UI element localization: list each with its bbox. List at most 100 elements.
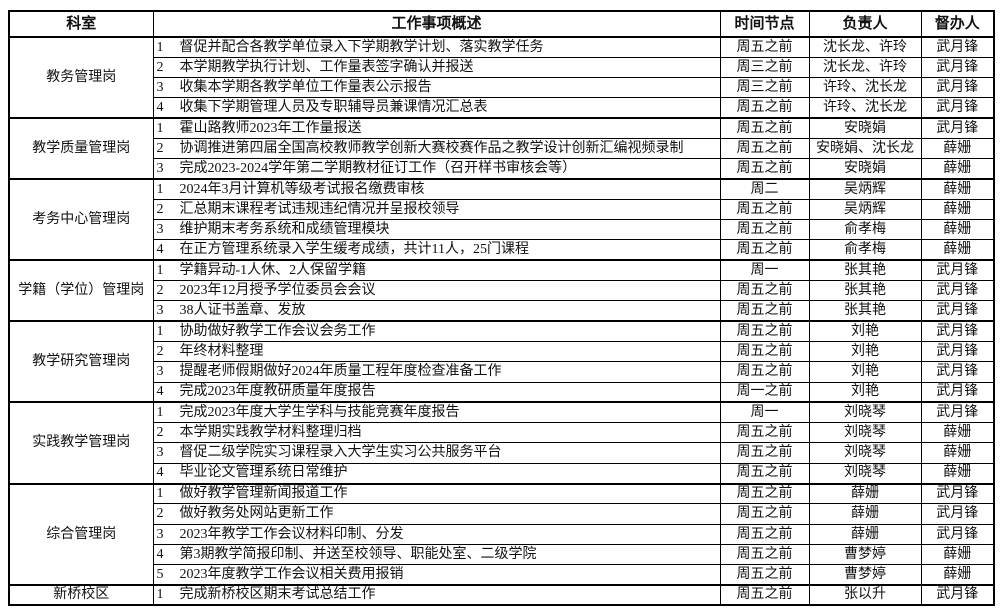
task-deadline: 周五之前 <box>719 584 810 606</box>
task-desc-cell: 4 第3期教学简报印制、并送至校领导、职能处室、二级学院 <box>152 543 721 566</box>
task-desc: 完成2023年度大学生学科与技能竞赛年度报告 <box>179 405 460 421</box>
task-supervisor: 武月锋 <box>920 117 995 139</box>
table-row: 教学质量管理岗 1 霍山路教师2023年工作量报送 周五之前 安晓娟 武月锋 <box>8 117 995 180</box>
task-deadline: 周五之前 <box>719 35 810 58</box>
table-row: 3 维护期末考务系统和成绩管理模块 周五之前 俞孝梅 薛姗 <box>9 219 995 241</box>
table-body: 教务管理岗 1 督促并配合各教学单位录入下学期教学计划、落实教学任务 周五之前 沈长龙、… <box>8 35 995 606</box>
task-number: 1 <box>156 39 164 55</box>
table-row: 2 汇总期末课程考试违规违纪情况并呈报校领导 周五之前 吴炳辉 薛姗 <box>9 198 995 221</box>
task-owner: 刘艳 <box>808 340 922 363</box>
task-desc: 收集本学期各教学单位工作量表公示报告 <box>179 80 432 96</box>
table-row: 5 2023年度教学工作会议相关费用报销 周五之前 曹梦婷 薛姗 <box>9 564 995 586</box>
task-owner: 张其艳 <box>808 280 922 302</box>
task-number: 3 <box>156 222 164 238</box>
task-deadline: 周五之前 <box>719 442 810 464</box>
task-deadline: 周五之前 <box>719 158 810 180</box>
task-number: 1 <box>156 486 164 502</box>
task-desc-cell: 2 本学期教学执行计划、工作量表签字确认并报送 <box>152 56 721 79</box>
department-cell: 教学研究管理岗 <box>8 320 154 403</box>
task-desc-cell: 2 2023年12月授予学位委员会会议 <box>152 280 721 302</box>
task-desc: 学籍异动-1人休、2人保留学籍 <box>179 262 367 278</box>
task-number: 2 <box>156 506 164 522</box>
task-desc: 收集下学期管理人员及专职辅导员兼课情况汇总表 <box>179 100 488 116</box>
task-desc-cell: 1 学籍异动-1人休、2人保留学籍 <box>152 259 721 282</box>
department-cell: 综合管理岗 <box>8 482 154 586</box>
task-deadline: 周三之前 <box>719 56 810 79</box>
task-desc: 督促并配合各教学单位录入下学期教学计划、落实教学任务 <box>179 39 544 55</box>
task-desc: 提醒老师假期做好2024年质量工程年度检查准备工作 <box>179 364 502 380</box>
task-supervisor: 薛姗 <box>920 462 995 485</box>
task-owner: 薛姗 <box>808 503 922 525</box>
task-number: 2 <box>156 59 164 75</box>
task-desc: 本学期教学执行计划、工作量表签字确认并报送 <box>179 59 474 75</box>
task-desc-cell: 1 督促并配合各教学单位录入下学期教学计划、落实教学任务 <box>152 35 721 58</box>
task-deadline: 周五之前 <box>719 340 810 363</box>
task-deadline: 周五之前 <box>719 503 810 525</box>
task-desc-cell: 4 完成2023年度教研质量年度报告 <box>152 381 721 403</box>
task-deadline: 周五之前 <box>719 219 810 241</box>
task-deadline: 周五之前 <box>719 462 810 485</box>
task-supervisor: 武月锋 <box>920 320 995 342</box>
table-row: 4 收集下学期管理人员及专职辅导员兼课情况汇总表 周五之前 许玲、沈长龙 武月锋 <box>9 97 995 119</box>
task-desc: 第3期教学简报印制、并送至校领导、职能处室、二级学院 <box>179 546 537 562</box>
task-desc-cell: 3 维护期末考务系统和成绩管理模块 <box>152 219 721 241</box>
task-desc-cell: 3 2023年教学工作会议材料印制、分发 <box>152 523 721 545</box>
task-desc-cell: 1 霍山路教师2023年工作量报送 <box>152 117 721 139</box>
task-supervisor: 武月锋 <box>920 259 995 282</box>
table-row: 教务管理岗 1 督促并配合各教学单位录入下学期教学计划、落实教学任务 周五之前 沈长龙、… <box>8 35 995 119</box>
task-deadline: 周五之前 <box>719 280 810 302</box>
task-desc-cell: 1 做好教学管理新闻报道工作 <box>152 482 721 505</box>
task-supervisor: 薛姗 <box>920 219 995 241</box>
task-desc: 2023年度教学工作会议相关费用报销 <box>179 566 404 582</box>
department-cell: 实践教学管理岗 <box>8 401 154 485</box>
task-supervisor: 武月锋 <box>920 361 995 383</box>
task-supervisor: 武月锋 <box>920 97 995 119</box>
header-row: 科室 工作事项概述 时间节点 负责人 督办人 <box>8 10 995 38</box>
task-number: 4 <box>156 384 164 400</box>
task-deadline: 周五之前 <box>719 361 810 383</box>
task-desc-cell: 2 年终材料整理 <box>152 340 721 363</box>
task-number: 3 <box>156 303 164 319</box>
task-deadline: 周五之前 <box>719 482 810 505</box>
table-row: 4 在正方管理系统录入学生缓考成绩，共计11人，25门课程 周五之前 俞孝梅 薛姗 <box>9 239 995 261</box>
task-number: 1 <box>156 405 164 421</box>
task-owner: 薛姗 <box>808 523 922 545</box>
table-row: 2 做好教务处网站更新工作 周五之前 薛姗 武月锋 <box>9 503 995 525</box>
task-desc: 做好教务处网站更新工作 <box>179 506 334 522</box>
table-row: 3 提醒老师假期做好2024年质量工程年度检查准备工作 周五之前 刘艳 武月锋 <box>9 361 995 383</box>
task-deadline: 周五之前 <box>719 320 810 342</box>
task-desc: 年终材料整理 <box>179 343 264 359</box>
table-row: 3 38人证书盖章、发放 周五之前 张其艳 武月锋 <box>9 300 995 322</box>
task-desc-cell: 3 督促二级学院实习课程录入大学生实习公共服务平台 <box>152 442 721 464</box>
task-deadline: 周五之前 <box>719 97 810 119</box>
task-number: 5 <box>156 566 164 582</box>
task-supervisor: 武月锋 <box>920 584 995 606</box>
task-supervisor: 薛姗 <box>920 178 995 200</box>
task-desc: 本学期实践教学材料整理归档 <box>179 425 362 441</box>
task-desc-cell: 2 本学期实践教学材料整理归档 <box>152 422 721 444</box>
task-owner: 刘晓琴 <box>808 462 922 485</box>
task-deadline: 周五之前 <box>719 239 810 261</box>
task-deadline: 周五之前 <box>719 564 810 586</box>
header-department: 科室 <box>8 10 154 38</box>
task-number: 1 <box>156 262 164 278</box>
task-desc-cell: 1 协助做好教学工作会议会务工作 <box>152 320 721 342</box>
task-owner: 刘晓琴 <box>808 401 922 424</box>
task-desc: 2023年12月授予学位委员会会议 <box>179 283 376 299</box>
task-number: 3 <box>156 160 164 176</box>
table-row: 3 2023年教学工作会议材料印制、分发 周五之前 薛姗 武月锋 <box>9 523 995 545</box>
task-desc-cell: 5 2023年度教学工作会议相关费用报销 <box>152 564 721 586</box>
task-owner: 吴炳辉 <box>808 198 922 221</box>
task-desc-cell: 2 汇总期末课程考试违规违纪情况并呈报校领导 <box>152 198 721 221</box>
task-desc: 毕业论文管理系统日常维护 <box>179 465 348 481</box>
table-row: 2 协调推进第四届全国高校教师教学创新大赛校赛作品之教学设计创新汇编视频录制 周五之… <box>9 137 995 160</box>
task-deadline: 周五之前 <box>719 543 810 566</box>
table-row: 3 督促二级学院实习课程录入大学生实习公共服务平台 周五之前 刘晓琴 薛姗 <box>9 442 995 464</box>
department-cell: 教务管理岗 <box>8 35 154 119</box>
task-deadline: 周二 <box>719 178 810 200</box>
task-desc: 2024年3月计算机等级考试报名缴费审核 <box>179 181 425 197</box>
table-row: 2 年终材料整理 周五之前 刘艳 武月锋 <box>9 340 995 363</box>
task-owner: 刘晓琴 <box>808 442 922 464</box>
table-row: 4 完成2023年度教研质量年度报告 周一之前 刘艳 武月锋 <box>9 381 995 403</box>
department-cell: 考务中心管理岗 <box>8 178 154 261</box>
